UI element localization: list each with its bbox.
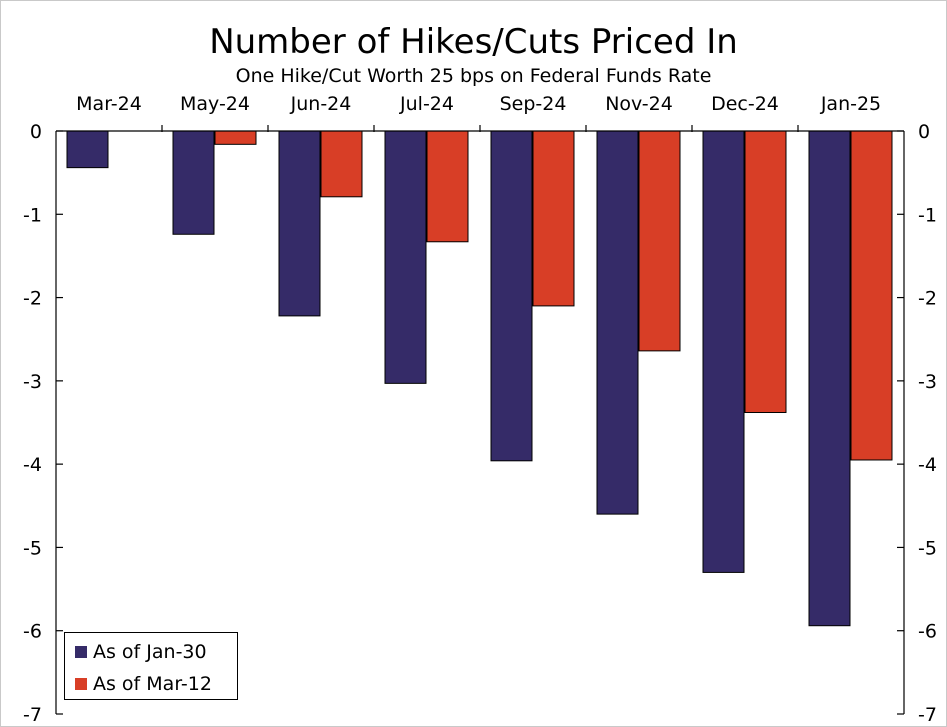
bar-series-1-jan-25 xyxy=(808,130,851,627)
chart-title: Number of Hikes/Cuts Priced In xyxy=(209,22,738,62)
y-tick-label-right: 0 xyxy=(918,121,930,143)
bar-series-2-may-24 xyxy=(214,130,257,145)
legend-item-series-1: As of Jan-30 xyxy=(75,637,207,667)
y-tick-label-left: -3 xyxy=(23,371,42,393)
bar-series-2-jun-24 xyxy=(320,130,363,198)
y-tick-label-right: -7 xyxy=(918,704,937,726)
y-tick-label-right: -6 xyxy=(918,621,937,643)
y-tick-label-right: -2 xyxy=(918,288,937,310)
bar-series-1-nov-24 xyxy=(596,130,639,515)
legend-swatch-series-1 xyxy=(75,646,87,658)
legend-label-series-1: As of Jan-30 xyxy=(93,641,207,663)
y-tick-label-right: -4 xyxy=(918,454,937,476)
bar-series-2-nov-24 xyxy=(638,130,681,352)
legend: As of Jan-30 As of Mar-12 xyxy=(64,632,238,700)
bar-series-2-dec-24 xyxy=(744,130,787,414)
x-tick-label-jul-24: Jul-24 xyxy=(399,93,454,115)
bar-series-2-jan-25 xyxy=(850,130,893,461)
y-tick-label-right: -5 xyxy=(918,537,937,559)
bar-series-1-may-24 xyxy=(172,130,215,235)
x-tick-label-jan-25: Jan-25 xyxy=(820,93,881,115)
bar-series-1-sep-24 xyxy=(490,130,533,462)
x-tick-label-nov-24: Nov-24 xyxy=(605,93,673,115)
x-tick-label-may-24: May-24 xyxy=(180,93,250,115)
legend-label-series-2: As of Mar-12 xyxy=(93,673,212,695)
bar-series-2-jul-24 xyxy=(426,130,469,243)
y-tick-label-left: 0 xyxy=(30,121,42,143)
y-tick-label-left: -1 xyxy=(23,204,42,226)
x-tick-label-mar-24: Mar-24 xyxy=(76,93,142,115)
y-tick-label-left: -7 xyxy=(23,704,42,726)
bar-series-1-jun-24 xyxy=(278,130,321,317)
x-tick-label-dec-24: Dec-24 xyxy=(711,93,779,115)
y-tick-label-left: -5 xyxy=(23,537,42,559)
y-tick-label-left: -4 xyxy=(23,454,42,476)
chart-subtitle: One Hike/Cut Worth 25 bps on Federal Fun… xyxy=(235,65,712,87)
bar-series-1-dec-24 xyxy=(702,130,745,573)
legend-item-series-2: As of Mar-12 xyxy=(75,669,212,699)
legend-swatch-series-2 xyxy=(75,678,87,690)
bar-series-1-mar-24 xyxy=(66,130,109,169)
y-tick-label-right: -1 xyxy=(918,204,937,226)
bar-series-2-sep-24 xyxy=(532,130,575,307)
y-tick-label-left: -6 xyxy=(23,621,42,643)
x-tick-label-jun-24: Jun-24 xyxy=(290,93,352,115)
bar-series-1-jul-24 xyxy=(384,130,427,384)
y-tick-label-right: -3 xyxy=(918,371,937,393)
y-tick-label-left: -2 xyxy=(23,288,42,310)
x-tick-label-sep-24: Sep-24 xyxy=(500,93,567,115)
